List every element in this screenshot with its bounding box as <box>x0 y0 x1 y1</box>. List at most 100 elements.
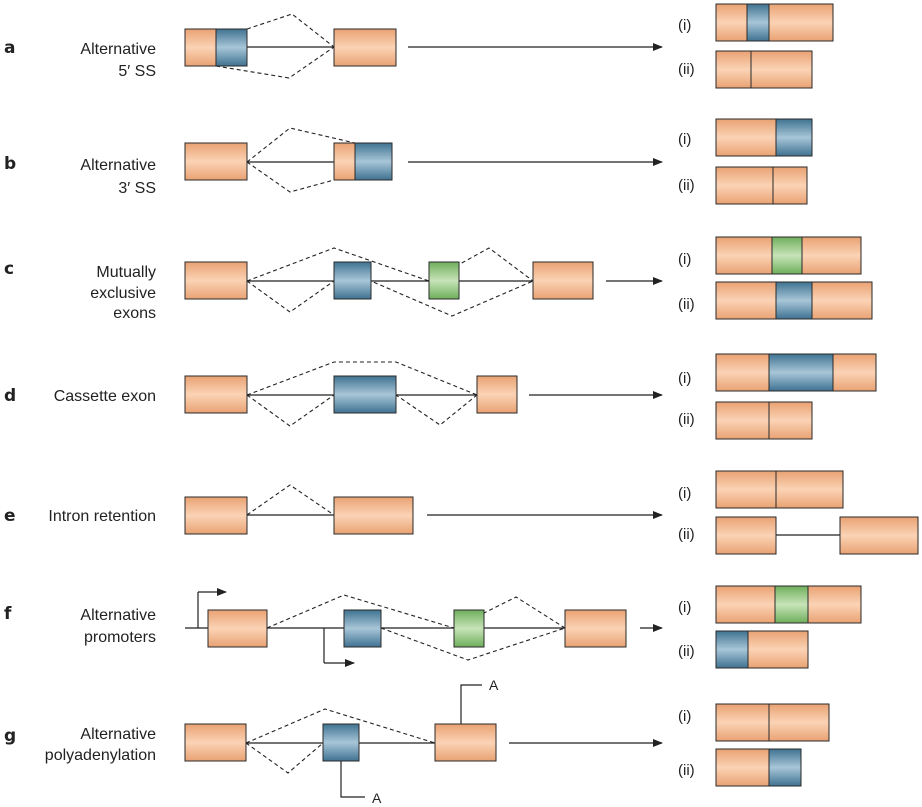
isoform-label: (ii) <box>678 526 695 543</box>
row-label-line-1: Mutually <box>96 264 156 281</box>
row-letter: g <box>4 726 16 746</box>
isoform-exon <box>715 166 774 205</box>
row-g: g Alternative polyadenylation A A (i) (i… <box>4 677 830 806</box>
isoform-label: (ii) <box>678 177 695 194</box>
polya-site-marker <box>460 684 482 724</box>
isoform-exon <box>839 516 919 555</box>
isoform-exon <box>801 236 862 275</box>
isoform-exon <box>772 166 808 205</box>
isoform-exon <box>768 3 834 42</box>
splice-path-lower <box>215 46 335 79</box>
exon-mutually-exclusive-blue <box>333 261 372 300</box>
exon-alternative-region <box>215 28 248 67</box>
row-letter: a <box>4 38 15 58</box>
exon-constitutive <box>184 28 217 67</box>
splice-path-upper <box>246 361 478 396</box>
splice-path-lower <box>245 742 324 774</box>
row-letter: b <box>4 154 16 174</box>
exon-second-promoter <box>343 609 382 648</box>
isoform-label: (ii) <box>678 61 695 78</box>
exon-constitutive <box>532 261 594 300</box>
row-c: c Mutually exclusive exons (i) (ii) <box>4 236 873 322</box>
row-e: e Intron retention (i) (ii) <box>4 470 919 555</box>
row-label-line-1: Cassette exon <box>54 388 156 405</box>
row-label-line-2: exclusive <box>90 285 156 302</box>
isoform-exon-alternative <box>775 118 813 157</box>
exon-first-promoter <box>207 609 268 648</box>
row-letter: c <box>4 259 14 279</box>
exon-constitutive <box>184 723 247 762</box>
exon-constitutive <box>184 142 248 181</box>
exon-mutually-exclusive-green <box>428 261 460 300</box>
splice-path-upper <box>245 708 436 744</box>
isoform-exon <box>715 353 770 392</box>
isoform-exon-alternative <box>774 585 809 624</box>
isoform-exon <box>715 118 777 157</box>
splice-path-lower <box>246 280 534 317</box>
isoform-exon <box>747 630 809 669</box>
isoform-exon <box>715 516 777 555</box>
exon-constitutive <box>564 609 627 648</box>
splice-path-upper <box>246 484 335 516</box>
splice-path-upper <box>246 127 356 163</box>
isoform-exon-alternative <box>771 236 803 275</box>
isoform-exon <box>715 401 770 440</box>
isoform-exon <box>768 401 813 440</box>
splice-path-lower <box>246 161 335 193</box>
row-label-line-1: Alternative <box>80 157 156 174</box>
exon-constitutive <box>434 723 497 762</box>
row-letter: f <box>4 604 12 624</box>
isoform-exon <box>775 470 844 509</box>
exon-constitutive <box>184 375 248 414</box>
isoform-exon <box>715 50 752 89</box>
isoform-exon <box>715 585 776 624</box>
row-label-line-2: 5′ SS <box>118 63 156 80</box>
isoform-label: (i) <box>678 370 691 387</box>
exon-constitutive <box>333 142 356 181</box>
exon-cassette <box>333 375 397 414</box>
exon-constitutive <box>333 496 414 535</box>
polya-site-marker <box>340 761 365 798</box>
row-label-line-2: promoters <box>84 629 156 646</box>
isoform-exon <box>715 703 770 742</box>
row-d: d Cassette exon (i) (ii) <box>4 353 877 440</box>
isoform-exon <box>715 236 773 275</box>
splice-path-lower <box>246 394 478 427</box>
isoform-exon <box>768 703 830 742</box>
isoform-exon <box>715 3 748 42</box>
isoform-exon <box>750 50 813 89</box>
isoform-exon <box>832 353 877 392</box>
exon-constitutive <box>476 375 518 414</box>
isoform-label: (ii) <box>678 411 695 428</box>
row-label-line-2: 3′ SS <box>118 180 156 197</box>
splice-path-upper <box>246 13 335 48</box>
isoform-exon <box>715 281 777 320</box>
row-label-line-1: Alternative <box>80 607 156 624</box>
isoform-label: (i) <box>678 708 691 725</box>
exon-alternative <box>453 609 485 648</box>
isoform-exon <box>715 748 770 787</box>
isoform-exon <box>807 585 862 624</box>
splice-path-lower <box>380 627 566 661</box>
isoform-label: (ii) <box>678 762 695 779</box>
splice-path-upper <box>246 247 534 282</box>
isoform-label: (i) <box>678 251 691 268</box>
isoform-label: (ii) <box>678 296 695 313</box>
isoform-exon-alternative <box>746 3 770 42</box>
row-label-line-3: exons <box>113 305 156 322</box>
isoform-label: (ii) <box>678 643 695 660</box>
row-letter: d <box>4 386 16 406</box>
polya-site-label: A <box>372 790 382 806</box>
row-f: f Alternative promoters (i) (ii) <box>4 585 862 669</box>
row-letter: e <box>4 506 16 526</box>
isoform-exon-alternative <box>768 353 834 392</box>
row-label-line-2: polyadenylation <box>45 747 156 764</box>
isoform-exon <box>811 281 873 320</box>
isoform-exon-alternative <box>775 281 813 320</box>
exon-constitutive <box>184 261 248 300</box>
isoform-exon <box>715 470 777 509</box>
exon-constitutive <box>184 496 248 535</box>
row-a: a Alternative 5′ SS (i) (ii) <box>4 3 834 89</box>
